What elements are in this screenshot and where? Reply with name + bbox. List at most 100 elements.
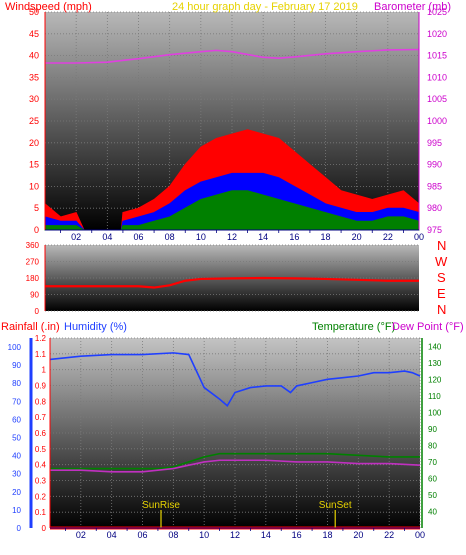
x-tick-label: 22	[384, 530, 394, 540]
axes-layer: 02 04 06 08 10 12 14 16 18 20 22 000510152025303540…	[8, 7, 447, 540]
windspeed-title: Windspeed (mph)	[5, 1, 92, 13]
sunrise-label: SunRise	[142, 500, 180, 511]
x-tick-label: 22	[383, 232, 393, 242]
x-tick-label: 08	[168, 530, 178, 540]
x-tick-label: 20	[353, 530, 363, 540]
wind-direction-line	[45, 276, 419, 289]
humidity-tick-label: 70	[12, 397, 21, 406]
x-tick-label: 04	[102, 232, 112, 242]
y-tick-label: 0	[35, 307, 40, 316]
x-tick-label: 10	[196, 232, 206, 242]
humidity-tick-label: 100	[8, 343, 22, 352]
compass-label: E	[437, 286, 446, 301]
x-tick-label: 14	[258, 232, 268, 242]
rain-tick-label: 0.9	[35, 382, 47, 391]
humidity-tick-label: 10	[12, 506, 21, 515]
rain-tick-label: 0.4	[35, 461, 47, 470]
y-tick-label: 270	[26, 258, 40, 267]
humidity-tick-label: 90	[12, 361, 21, 370]
rain-tick-label: 0.8	[35, 397, 47, 406]
x-tick-label: 12	[230, 530, 240, 540]
x-tick-label: 14	[261, 530, 271, 540]
x-tick-label: 12	[227, 232, 237, 242]
x-tick-label: 16	[292, 530, 302, 540]
x-tick-label: 20	[352, 232, 362, 242]
compass-label: N	[437, 238, 446, 253]
humidity-tick-label: 40	[12, 452, 21, 461]
temperature-title: Temperature (°F)	[312, 321, 395, 333]
compass-labels: N W S E N	[435, 238, 448, 317]
compass-label: N	[437, 302, 446, 317]
dewpoint-line	[50, 459, 421, 473]
y2-tick-label: 1025	[427, 7, 447, 17]
y2-tick-label: 1015	[427, 51, 447, 61]
y-tick-label: 180	[26, 274, 40, 283]
x-tick-label: 00	[414, 232, 424, 242]
y-tick-label: 40	[29, 51, 39, 61]
x-tick-label: 00	[415, 530, 425, 540]
y2-tick-label: 990	[427, 160, 442, 170]
y-tick-label: 5	[34, 203, 39, 213]
temperature-line	[50, 452, 420, 470]
temp-tick-label: 120	[428, 375, 442, 384]
y-tick-label: 20	[29, 138, 39, 148]
rain-tick-label: 1	[42, 366, 47, 375]
x-tick-label: 02	[71, 232, 81, 242]
compass-label: S	[437, 270, 446, 285]
x-tick-label: 18	[320, 232, 330, 242]
humidity-line	[49, 352, 421, 407]
y-tick-label: 15	[29, 160, 39, 170]
rain-tick-label: 0.1	[35, 508, 47, 517]
rain-tick-label: 1.1	[35, 350, 47, 359]
temp-tick-label: 100	[428, 408, 442, 417]
x-tick-label: 06	[137, 530, 147, 540]
humidity-title: Humidity (%)	[64, 321, 127, 333]
temp-tick-label: 110	[428, 392, 441, 401]
rain-tick-label: 1.2	[35, 334, 47, 343]
y-tick-label: 35	[29, 72, 39, 82]
humidity-tick-label: 50	[12, 434, 21, 443]
temp-tick-label: 130	[428, 359, 442, 368]
humidity-tick-label: 80	[12, 379, 21, 388]
y-tick-label: 360	[26, 241, 40, 250]
x-tick-label: 04	[107, 530, 117, 540]
humidity-plot-background	[50, 338, 420, 528]
y2-tick-label: 1000	[427, 116, 447, 126]
rain-tick-label: 0.5	[35, 445, 47, 454]
rainfall-title: Rainfall (.in)	[1, 321, 60, 333]
x-tick-label: 10	[199, 530, 209, 540]
x-tick-label: 02	[76, 530, 86, 540]
y-tick-label: 90	[30, 291, 39, 300]
humidity-tick-label: 20	[12, 488, 21, 497]
temp-tick-label: 40	[428, 507, 437, 516]
temp-tick-label: 140	[428, 342, 442, 351]
y-tick-label: 0	[34, 225, 39, 235]
rain-tick-label: 0.2	[35, 492, 47, 501]
y2-tick-label: 1005	[427, 94, 447, 104]
y-tick-label: 45	[29, 29, 39, 39]
x-tick-label: 08	[165, 232, 175, 242]
rain-tick-label: 0.7	[35, 413, 47, 422]
humidity-tick-label: 30	[12, 470, 21, 479]
barometer-line	[45, 48, 420, 64]
rain-tick-label: 0.3	[35, 477, 47, 486]
y2-tick-label: 985	[427, 181, 442, 191]
temp-tick-label: 80	[428, 441, 437, 450]
x-tick-label: 16	[289, 232, 299, 242]
y-tick-label: 50	[29, 7, 39, 17]
y-tick-label: 25	[29, 116, 39, 126]
rain-tick-label: 0.6	[35, 429, 47, 438]
compass-label: W	[435, 254, 448, 269]
y2-tick-label: 980	[427, 203, 442, 213]
graph-day-title: 24 hour graph day - February 17 2019	[172, 1, 358, 13]
y-tick-label: 30	[29, 94, 39, 104]
sunset-label: SunSet	[319, 500, 352, 511]
dewpoint-title: Dew Point (°F)	[392, 321, 464, 333]
humidity-tick-label: 0	[17, 524, 22, 533]
rain-tick-label: 0	[42, 524, 47, 533]
y2-tick-label: 975	[427, 225, 442, 235]
y2-tick-label: 1020	[427, 29, 447, 39]
barometer-title: Barometer (mb)	[374, 1, 451, 13]
x-tick-label: 06	[133, 232, 143, 242]
